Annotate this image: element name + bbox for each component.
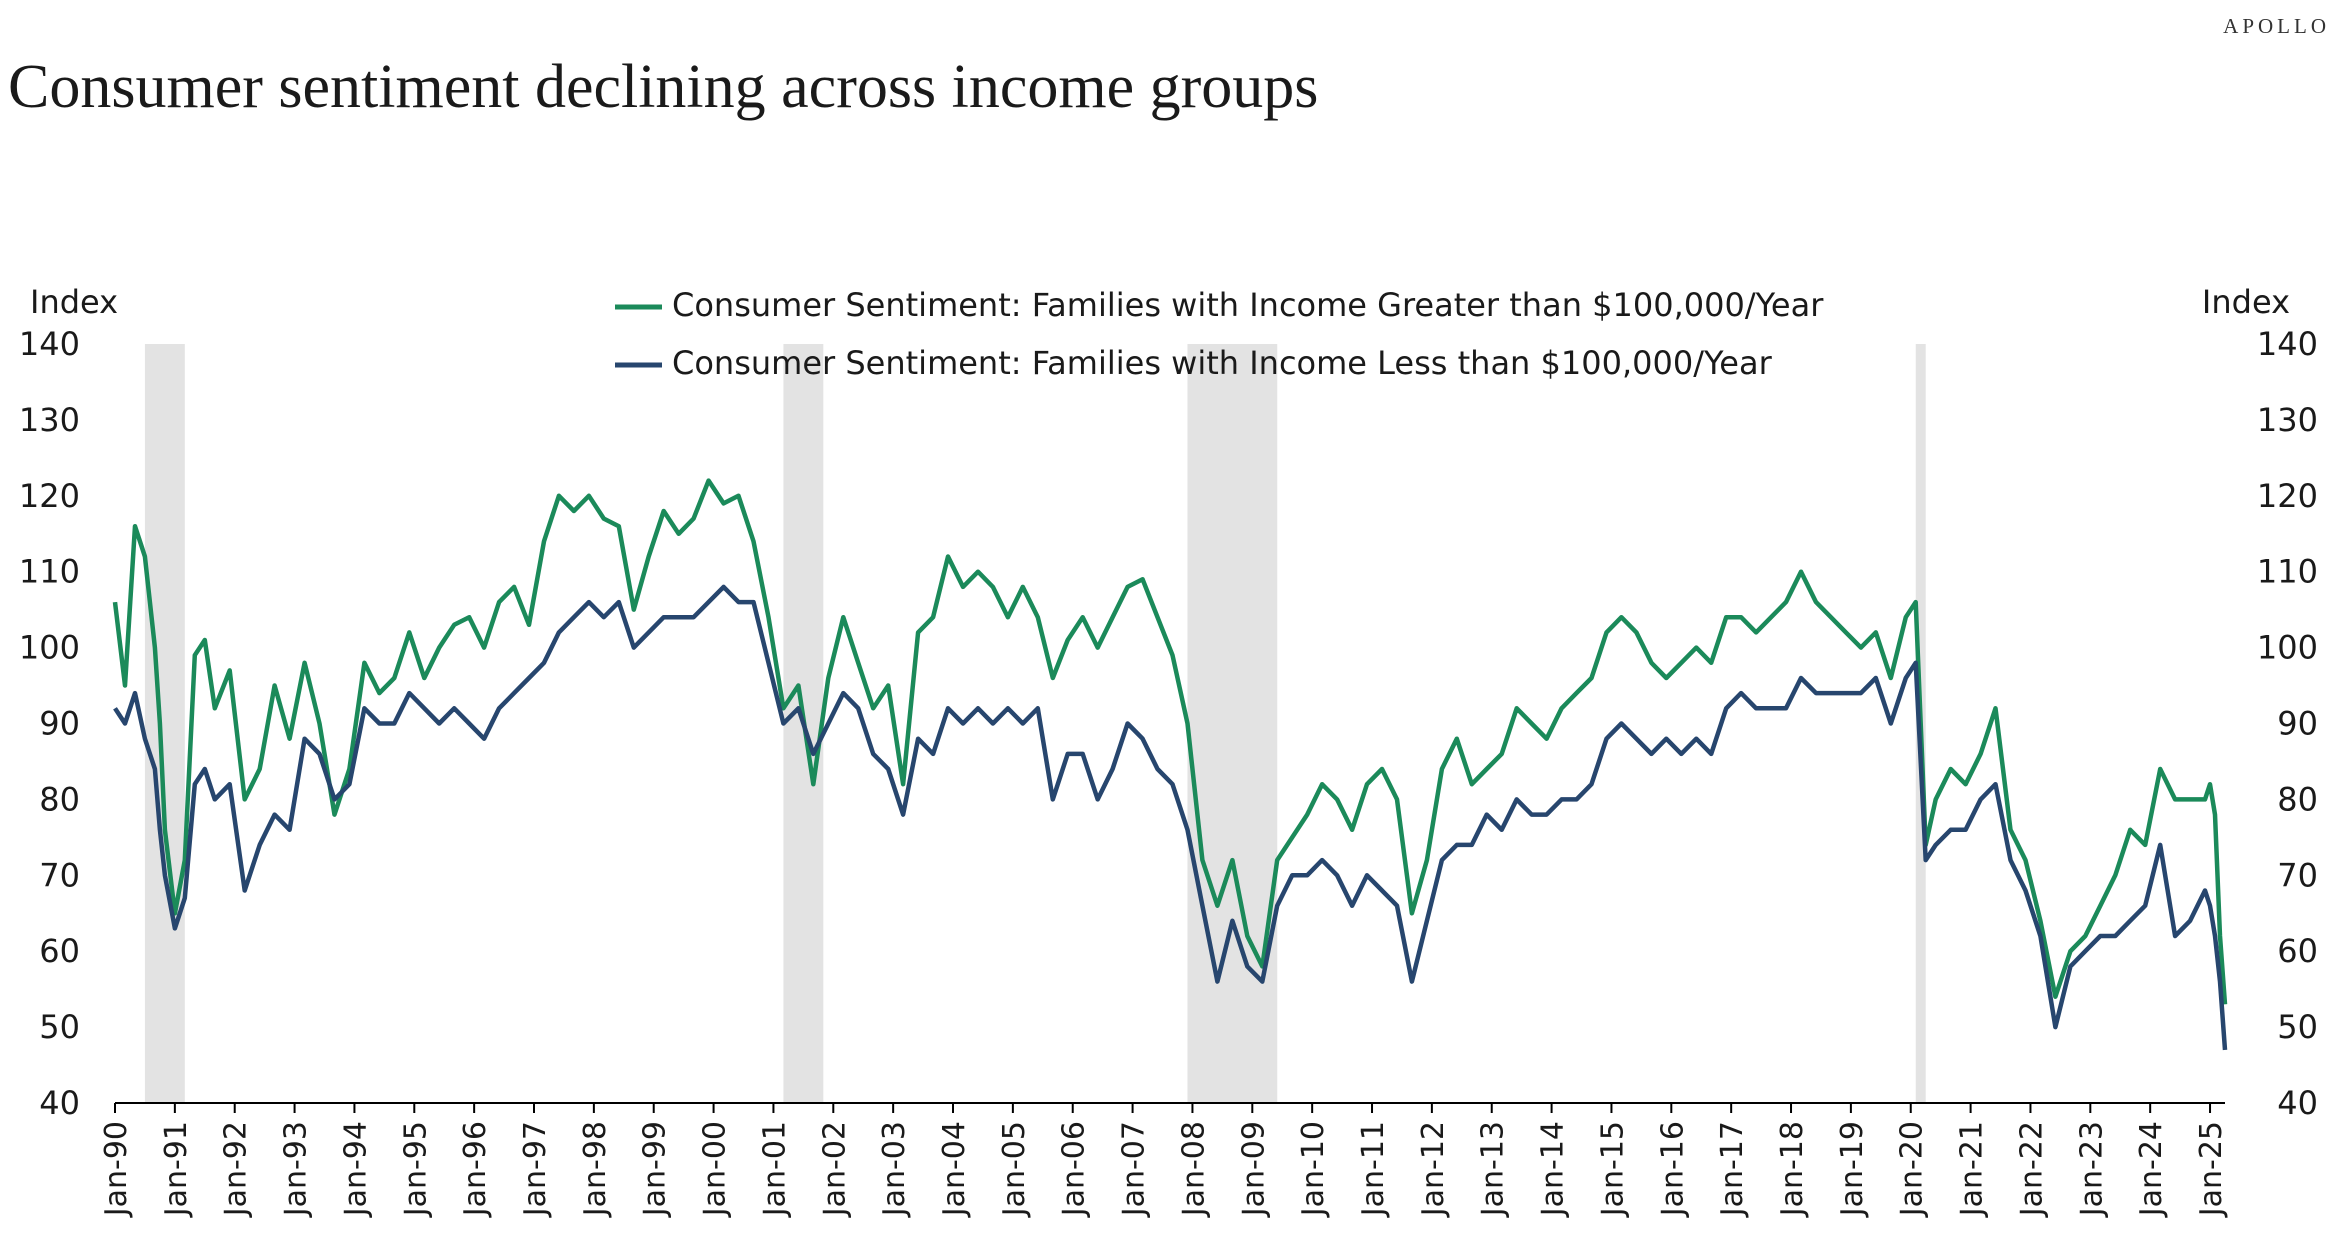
x-tick-label-2: Jan-92 [219, 1121, 254, 1218]
x-tick-label-25: Jan-15 [1595, 1121, 1630, 1218]
x-tick-label-32: Jan-22 [2014, 1121, 2049, 1218]
x-tick-label-7: Jan-97 [518, 1121, 553, 1218]
chart-title: Consumer sentiment declining across inco… [8, 53, 1319, 121]
y-tick-left-50: 50 [39, 1008, 80, 1046]
right-axis-label: Index [2202, 283, 2290, 321]
x-tick-label-1: Jan-91 [159, 1121, 194, 1218]
y-tick-right-130: 130 [2257, 401, 2318, 439]
x-tick-label-26: Jan-16 [1655, 1121, 1690, 1218]
y-tick-left-130: 130 [19, 401, 80, 439]
x-tick-label-12: Jan-02 [817, 1121, 852, 1218]
x-tick-label-3: Jan-93 [279, 1121, 314, 1218]
y-tick-left-120: 120 [19, 477, 80, 515]
y-tick-right-90: 90 [2277, 705, 2318, 743]
y-tick-right-100: 100 [2257, 629, 2318, 667]
x-tick-label-20: Jan-10 [1296, 1121, 1331, 1218]
x-tick-label-35: Jan-25 [2194, 1121, 2229, 1218]
x-tick-label-5: Jan-95 [398, 1121, 433, 1218]
x-tick-label-18: Jan-08 [1176, 1121, 1211, 1218]
x-tick-label-10: Jan-00 [698, 1121, 733, 1218]
y-tick-right-140: 140 [2257, 325, 2318, 363]
recession-shading-group [144, 344, 1926, 1103]
y-tick-right-120: 120 [2257, 477, 2318, 515]
x-tick-label-27: Jan-17 [1715, 1121, 1750, 1218]
x-tick-label-14: Jan-04 [937, 1121, 972, 1218]
left-axis-label: Index [30, 283, 118, 321]
x-tick-label-15: Jan-05 [997, 1121, 1032, 1218]
x-tick-label-17: Jan-07 [1117, 1121, 1152, 1218]
y-tick-left-100: 100 [19, 629, 80, 667]
x-tick-label-31: Jan-21 [1955, 1121, 1990, 1218]
axes-group: 40 40 50 50 60 60 70 70 80 80 90 90 100 100 110 110 120 1… [19, 325, 2318, 1218]
x-tick-label-22: Jan-12 [1416, 1121, 1451, 1218]
series-lines-group [112, 478, 2228, 1051]
x-tick-label-11: Jan-01 [757, 1121, 792, 1218]
y-tick-left-140: 140 [19, 325, 80, 363]
x-tick-label-8: Jan-98 [578, 1121, 613, 1218]
y-tick-right-80: 80 [2277, 780, 2318, 818]
x-tick-label-6: Jan-96 [458, 1121, 493, 1218]
x-tick-label-30: Jan-20 [1895, 1121, 1930, 1218]
y-tick-left-60: 60 [39, 932, 80, 970]
recession-band-0 [144, 344, 185, 1103]
recession-band-2 [1187, 344, 1278, 1103]
legend: Consumer Sentiment: Families with Income… [615, 286, 1824, 382]
x-tick-label-33: Jan-23 [2074, 1121, 2109, 1218]
x-tick-label-0: Jan-90 [99, 1121, 134, 1218]
series-line-1 [113, 584, 2228, 1051]
x-tick-label-9: Jan-99 [638, 1121, 673, 1218]
x-tick-label-16: Jan-06 [1057, 1121, 1092, 1218]
y-tick-left-40: 40 [39, 1084, 80, 1122]
y-tick-right-60: 60 [2277, 932, 2318, 970]
legend-label-high-income: Consumer Sentiment: Families with Income… [672, 286, 1824, 324]
legend-label-low-income: Consumer Sentiment: Families with Income… [672, 344, 1773, 382]
x-tick-label-29: Jan-19 [1835, 1121, 1870, 1218]
x-tick-label-13: Jan-03 [877, 1121, 912, 1218]
x-tick-label-34: Jan-24 [2134, 1121, 2169, 1218]
x-tick-label-4: Jan-94 [338, 1121, 373, 1218]
apollo-brand: APOLLO [2223, 14, 2330, 38]
y-tick-right-50: 50 [2277, 1008, 2318, 1046]
y-tick-left-110: 110 [19, 553, 80, 591]
x-tick-label-23: Jan-13 [1476, 1121, 1511, 1218]
y-tick-right-110: 110 [2257, 553, 2318, 591]
x-tick-label-28: Jan-18 [1775, 1121, 1810, 1218]
y-tick-right-40: 40 [2277, 1084, 2318, 1122]
y-tick-left-80: 80 [39, 780, 80, 818]
y-tick-right-70: 70 [2277, 856, 2318, 894]
x-tick-label-24: Jan-14 [1536, 1121, 1571, 1218]
x-tick-label-19: Jan-09 [1236, 1121, 1271, 1218]
y-tick-left-90: 90 [39, 705, 80, 743]
x-tick-label-21: Jan-11 [1356, 1121, 1391, 1218]
y-tick-left-70: 70 [39, 856, 80, 894]
series-line-0 [112, 478, 2228, 1005]
